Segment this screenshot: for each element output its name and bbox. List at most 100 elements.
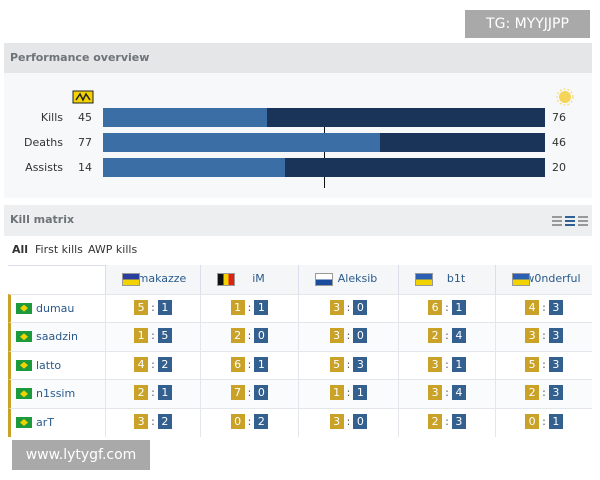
bar [285,158,545,177]
watermark: TG: MYYJJPP [465,10,590,38]
deaths: 5 [157,328,172,344]
view-toggle[interactable] [552,214,592,228]
matrix-cell: 4:3 [495,293,592,323]
separator: : [247,357,252,371]
stat-value: 45 [78,111,92,124]
kills: 5 [134,299,149,315]
deaths: 1 [451,299,466,315]
flag-diamond [20,333,28,341]
kills: 7 [230,385,245,401]
bar [103,108,268,127]
matrix-cell: 2:3 [398,408,495,437]
flag-diamond [20,361,28,369]
tab[interactable]: All [12,243,29,256]
separator: : [151,329,155,343]
flag-diamond [20,419,28,426]
player-name[interactable]: arT [36,416,54,429]
flag [415,273,433,286]
separator: : [542,300,546,314]
player-name[interactable]: n1ssim [36,387,76,401]
flag [512,273,530,286]
deaths: 1 [254,356,269,372]
kills: 2 [428,328,443,344]
matrix-cell: 4:2 [105,350,200,380]
kills: 3 [525,328,540,344]
kills: 6 [428,299,443,315]
column-header: iM [200,265,298,294]
deaths: 3 [451,414,466,429]
separator: : [346,415,351,428]
separator: : [542,386,546,400]
stat-value: 14 [78,161,92,174]
matrix-cell: 0:2 [200,408,298,437]
deaths: 0 [254,328,269,344]
tab[interactable]: First kills [35,243,83,256]
kills: 3 [329,328,344,344]
stat-label: Assists [25,161,63,174]
flag [217,273,235,286]
deaths: 2 [157,356,172,372]
separator: : [247,386,252,400]
separator: : [346,300,351,314]
deaths: 0 [353,414,368,429]
deaths: 0 [353,299,368,315]
matrix-cell: 5:1 [105,293,200,323]
stat-value: 76 [552,111,566,124]
deaths: 1 [157,385,172,401]
stat-label: Deaths [24,136,63,149]
matrix-cell: 3:1 [398,350,495,380]
kills: 2 [134,385,149,401]
kills: 3 [428,385,443,401]
stat-value: 77 [78,136,92,149]
separator: : [151,300,155,314]
separator: : [445,415,449,428]
kills: 2 [525,385,540,401]
matrix-cell: 2:0 [200,322,298,351]
separator: : [151,357,155,371]
matrix-cell: 2:3 [495,379,592,408]
deaths: 3 [548,385,563,401]
deaths: 1 [451,356,466,372]
tab[interactable]: AWP kills [88,243,138,256]
matrix-cell: 0:1 [495,408,592,437]
team-logo [72,90,94,104]
flag [315,273,333,286]
flag-diamond [20,390,28,398]
kills: 3 [428,356,443,372]
deaths: 1 [254,299,269,315]
column-header: w0nderful [495,265,592,294]
deaths: 1 [548,414,563,429]
matrix-cell: 5:3 [298,350,398,380]
kills: 1 [134,328,149,344]
player-name[interactable]: saadzin [36,330,78,344]
separator: : [542,415,546,428]
separator: : [445,357,449,371]
matrix-cell: 2:1 [105,379,200,408]
kills: 0 [525,414,540,429]
player-name[interactable]: latto [36,358,62,372]
matrix-cell: 1:1 [298,379,398,408]
deaths: 4 [451,385,466,401]
bar [103,158,285,177]
bar [379,133,545,152]
column-header: Aleksib [298,265,398,294]
separator: : [445,386,449,400]
matrix-cell: 3:4 [398,379,495,408]
kills: 5 [329,356,344,372]
matrix-cell: 3:3 [495,322,592,351]
matrix-cell: 6:1 [398,293,495,323]
separator: : [542,357,546,371]
deaths: 3 [353,356,368,372]
kills: 1 [230,299,245,315]
separator: : [346,386,351,400]
kills: 1 [329,385,344,401]
player-name[interactable]: dumau [36,301,75,315]
deaths: 2 [157,414,172,429]
matrix-cell: 3:0 [298,293,398,323]
deaths: 1 [157,299,172,315]
stat-value: 20 [552,161,566,174]
kills: 4 [134,356,149,372]
deaths: 0 [353,328,368,344]
kills: 0 [230,414,245,429]
deaths: 2 [254,414,269,429]
